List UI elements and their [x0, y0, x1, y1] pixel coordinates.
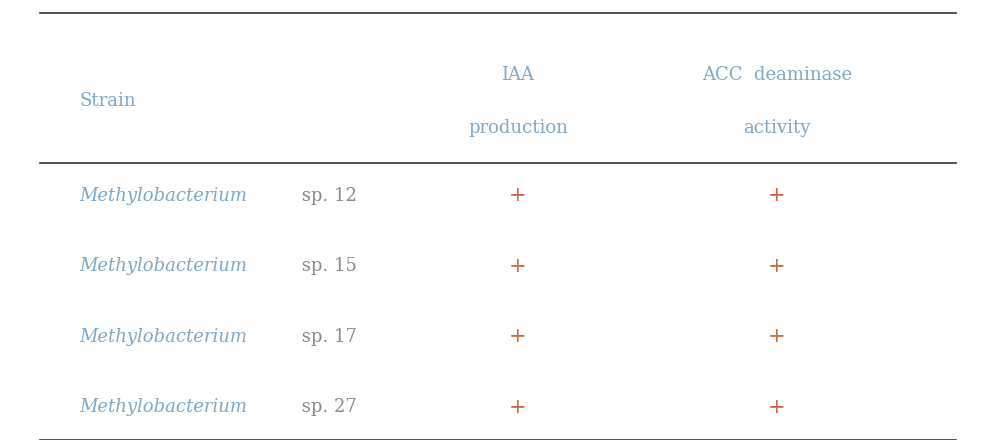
Text: production: production: [468, 119, 568, 136]
Text: +: +: [509, 186, 527, 205]
Text: Methylobacterium: Methylobacterium: [80, 328, 248, 345]
Text: Methylobacterium: Methylobacterium: [80, 398, 248, 416]
Text: sp. 15: sp. 15: [297, 257, 358, 275]
Text: +: +: [768, 397, 786, 417]
Text: sp. 17: sp. 17: [297, 328, 358, 345]
Text: +: +: [768, 327, 786, 346]
Text: +: +: [509, 397, 527, 417]
Text: +: +: [768, 186, 786, 205]
Text: activity: activity: [743, 119, 811, 136]
Text: Methylobacterium: Methylobacterium: [80, 257, 248, 275]
Text: IAA: IAA: [501, 66, 535, 84]
Text: +: +: [768, 257, 786, 276]
Text: Methylobacterium: Methylobacterium: [80, 187, 248, 205]
Text: sp. 27: sp. 27: [297, 398, 358, 416]
Text: +: +: [509, 327, 527, 346]
Text: Strain: Strain: [80, 92, 136, 110]
Text: ACC  deaminase: ACC deaminase: [702, 66, 852, 84]
Text: +: +: [509, 257, 527, 276]
Text: sp. 12: sp. 12: [297, 187, 358, 205]
